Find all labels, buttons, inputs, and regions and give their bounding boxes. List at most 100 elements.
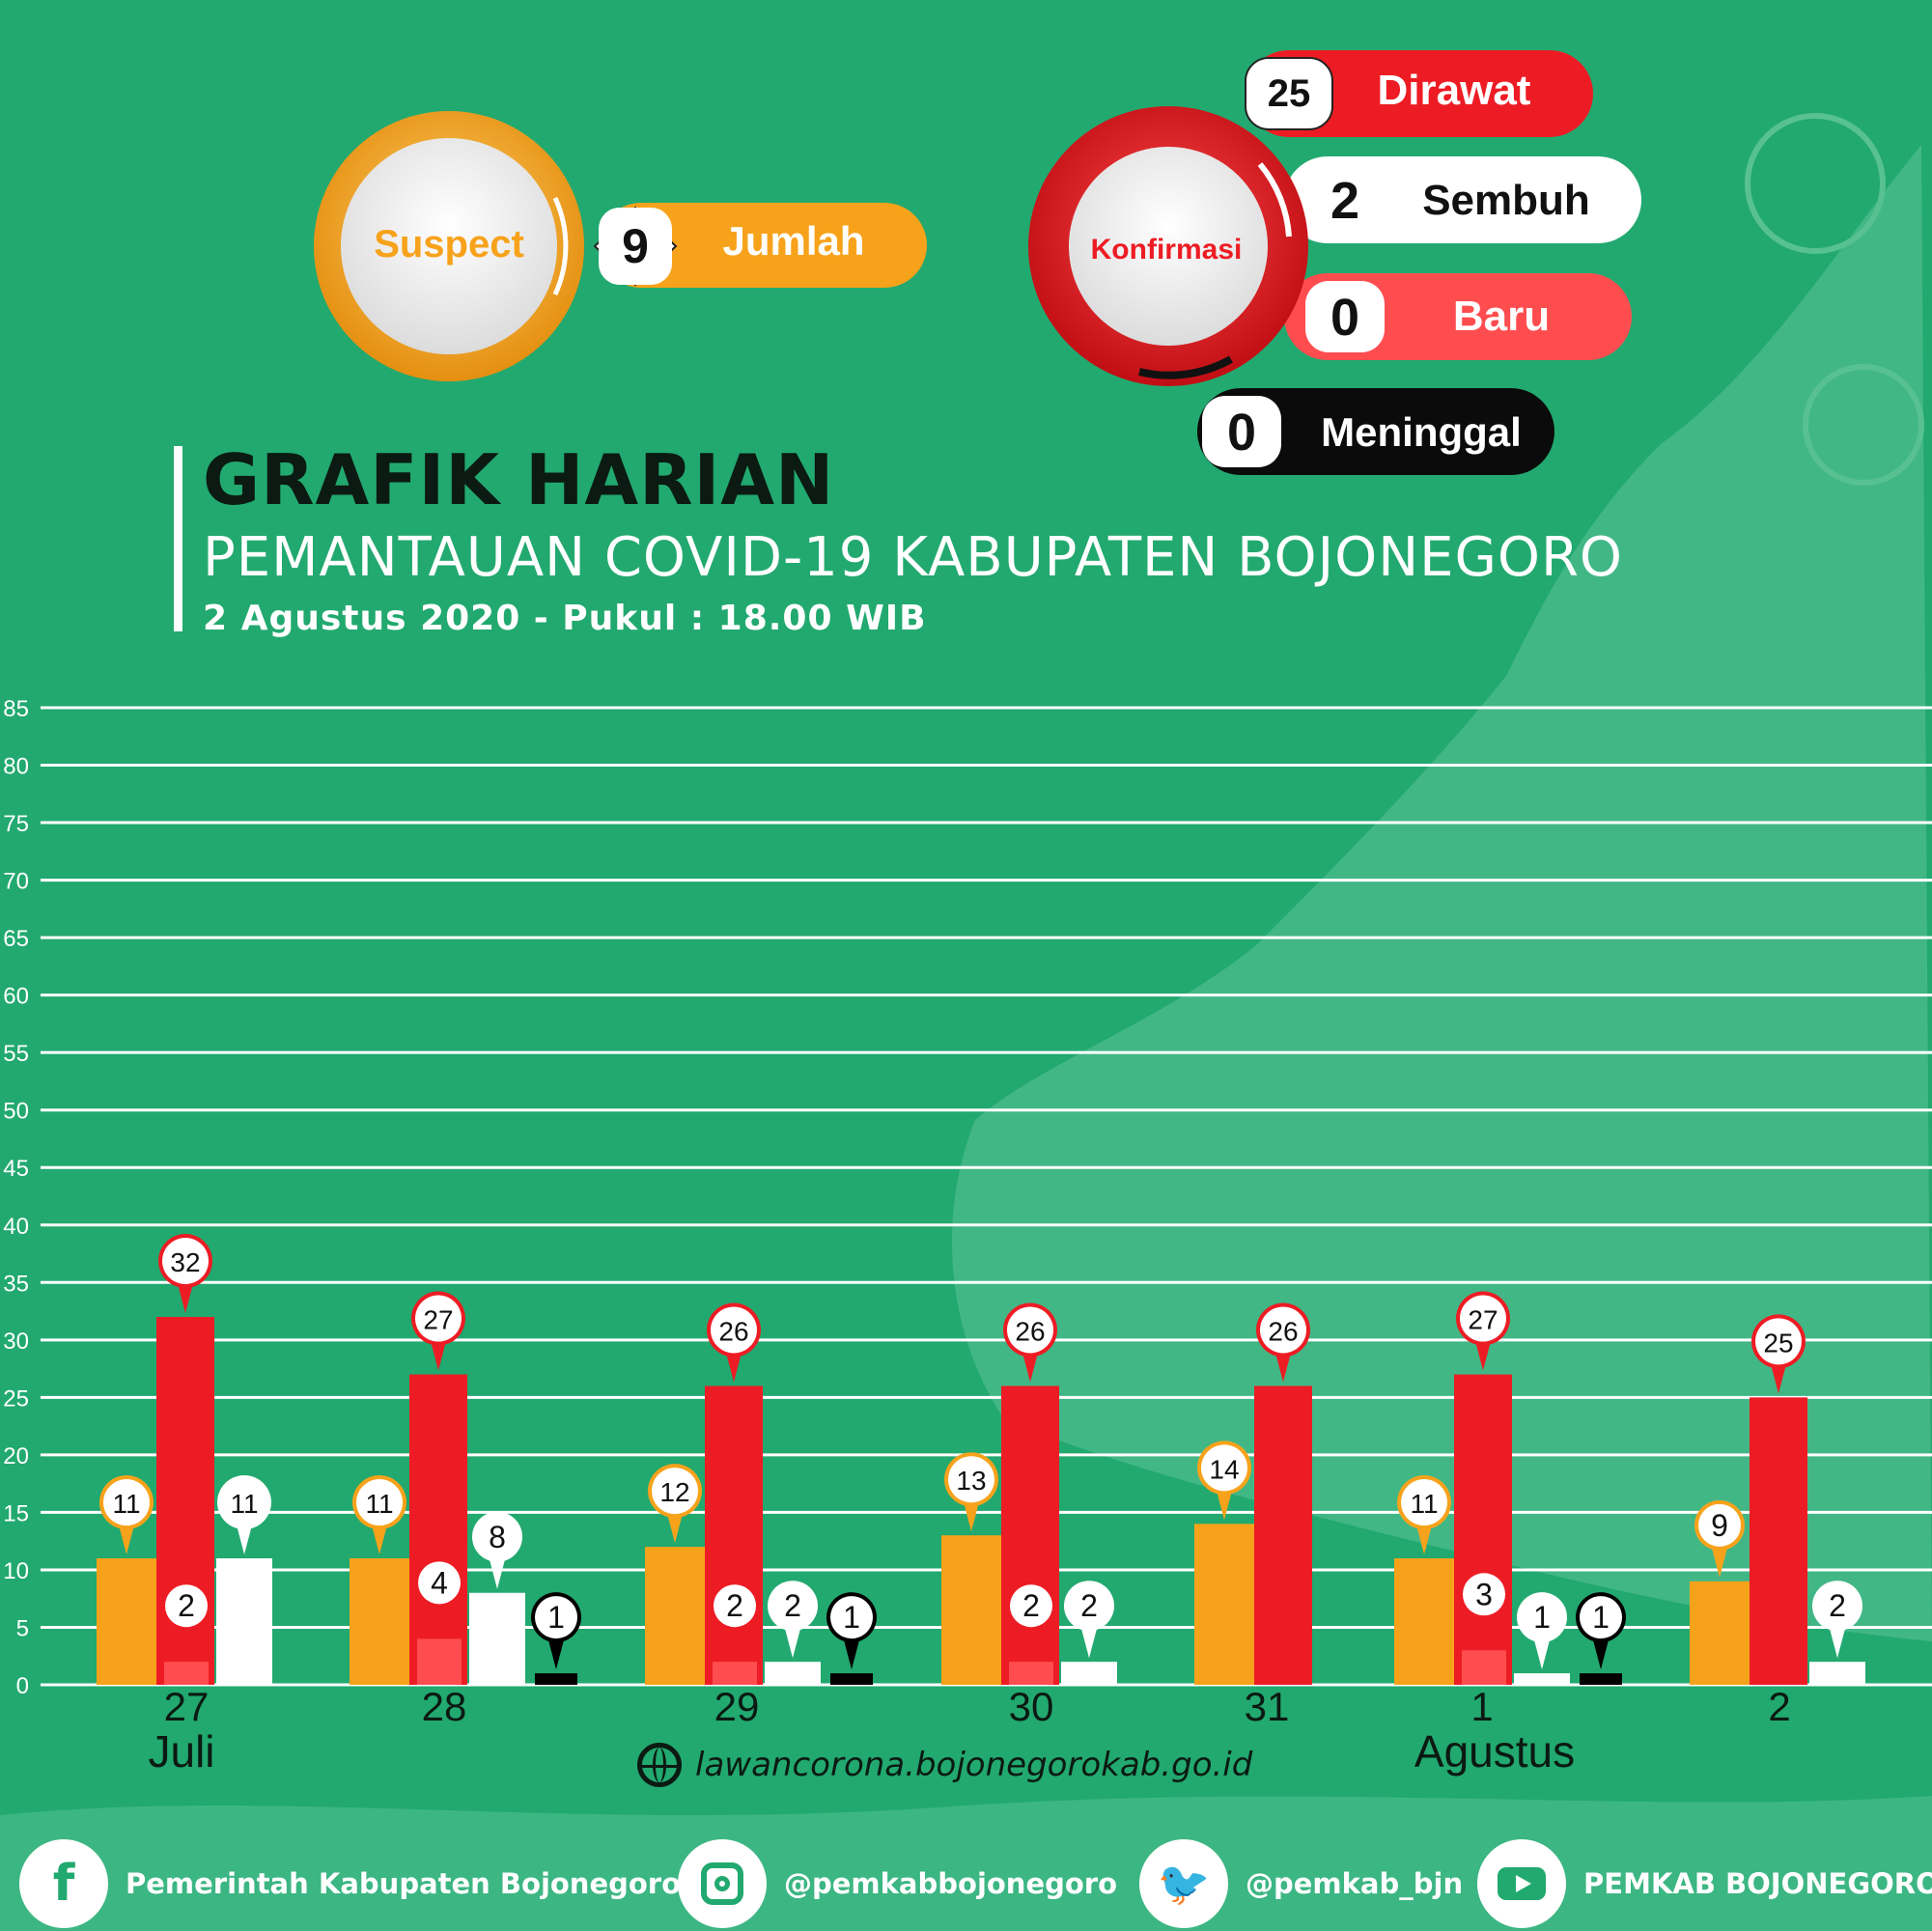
month-label: Juli — [148, 1726, 214, 1777]
data-label: 11 — [365, 1489, 393, 1519]
bar-suspect — [1394, 1558, 1454, 1685]
twitter-handle: @pemkab_bjn — [1246, 1867, 1464, 1900]
dirawat-label: Dirawat — [1378, 67, 1531, 114]
x-tick-label: 1 — [1470, 1684, 1493, 1729]
marker-disc — [418, 1561, 461, 1605]
marker-disc — [1068, 1584, 1110, 1628]
footer-facebook[interactable]: f Pemerintah Kabupaten Bojonegoro — [19, 1839, 681, 1928]
bar-suspect — [1690, 1581, 1750, 1685]
bar-suspect — [97, 1558, 156, 1685]
y-tick-label: 50 — [3, 1099, 29, 1125]
y-tick-label: 70 — [3, 869, 29, 895]
globe-icon — [637, 1743, 682, 1787]
data-label: 14 — [1209, 1454, 1239, 1484]
bar-suspect — [1194, 1524, 1254, 1685]
y-tick-label: 45 — [3, 1156, 29, 1182]
data-label: 13 — [956, 1466, 986, 1496]
confirmed-inner-circle — [1069, 147, 1268, 346]
marker-disc — [1260, 1306, 1306, 1354]
facebook-handle: Pemerintah Kabupaten Bojonegoro — [126, 1867, 682, 1900]
header-accent-bar — [174, 446, 182, 631]
x-tick-label: 28 — [422, 1684, 467, 1729]
marker-disc — [165, 1584, 208, 1628]
data-label: 2 — [1022, 1588, 1040, 1623]
y-tick-label: 85 — [3, 696, 29, 722]
marker-disc — [652, 1468, 698, 1515]
bar-suspect — [941, 1535, 1001, 1685]
marker-disc — [830, 1596, 873, 1639]
data-label: 9 — [1711, 1508, 1728, 1543]
y-tick-label: 60 — [3, 984, 29, 1010]
bar-baru — [1009, 1662, 1053, 1685]
bar-meninggal — [1580, 1673, 1622, 1685]
meninggal-label: Meninggal — [1321, 409, 1522, 455]
data-label: 2 — [726, 1588, 743, 1623]
chart-subtitle: PEMANTAUAN COVID-19 KABUPATEN BOJONEGORO — [203, 526, 1623, 589]
data-label: 2 — [1829, 1588, 1846, 1623]
y-tick-label: 10 — [3, 1558, 29, 1584]
data-label: 4 — [431, 1565, 448, 1600]
marker-disc — [415, 1295, 462, 1342]
marker-disc — [535, 1596, 577, 1639]
bar-dirawat — [1750, 1397, 1807, 1685]
data-label: 11 — [1410, 1489, 1438, 1519]
data-label: 26 — [718, 1316, 748, 1346]
marker-disc — [1463, 1573, 1505, 1616]
bar-meninggal — [535, 1673, 577, 1685]
data-label: 2 — [784, 1588, 801, 1623]
map-silhouette — [952, 145, 1932, 1641]
suspect-inner-circle — [341, 138, 557, 354]
y-tick-label: 25 — [3, 1385, 29, 1412]
footer-youtube[interactable]: PEMKAB BOJONEGORO — [1477, 1839, 1932, 1928]
data-label: 27 — [1468, 1305, 1498, 1335]
baru-label: Baru — [1453, 293, 1550, 340]
bar-sembuh — [216, 1558, 272, 1685]
chart-date: 2 Agustus 2020 - Pukul : 18.00 WIB — [203, 599, 927, 638]
data-label: 1 — [843, 1600, 860, 1635]
dirawat-pill — [1246, 50, 1593, 137]
twitter-icon: 🐦 — [1139, 1839, 1228, 1928]
marker-disc — [221, 1479, 267, 1526]
marker-disc — [1007, 1306, 1053, 1354]
data-label: 26 — [1015, 1316, 1045, 1346]
y-tick-label: 65 — [3, 926, 29, 952]
suspect-pill — [599, 203, 927, 288]
data-label: 8 — [489, 1520, 506, 1554]
data-label: 1 — [547, 1600, 565, 1635]
website-url: lawancorona.bojonegorokab.go.id — [695, 1746, 1253, 1784]
sembuh-label: Sembuh — [1422, 177, 1590, 224]
bar-sembuh — [469, 1592, 525, 1685]
bar-sembuh — [1809, 1662, 1865, 1685]
data-label: 2 — [1080, 1588, 1098, 1623]
meninggal-badge — [1202, 396, 1281, 467]
marker-disc — [1521, 1596, 1563, 1639]
bar-sembuh — [1061, 1662, 1117, 1685]
baru-badge — [1305, 281, 1385, 352]
marker-disc — [1460, 1295, 1506, 1342]
marker-disc — [162, 1238, 209, 1285]
instagram-icon — [678, 1839, 767, 1928]
marker-disc — [476, 1515, 518, 1558]
footer-instagram[interactable]: @pemkabbojonegoro — [678, 1839, 1117, 1928]
data-label: 32 — [170, 1247, 200, 1277]
suspect-value-label: Jumlah — [722, 218, 864, 264]
website-link[interactable]: lawancorona.bojonegorokab.go.id — [637, 1743, 1252, 1787]
chart-title: GRAFIK HARIAN — [203, 439, 835, 520]
youtube-icon — [1477, 1839, 1566, 1928]
month-label: Agustus — [1414, 1726, 1575, 1777]
footer-twitter[interactable]: 🐦 @pemkab_bjn — [1139, 1839, 1463, 1928]
marker-disc — [1010, 1584, 1052, 1628]
marker-disc — [103, 1479, 150, 1526]
bar-suspect — [350, 1558, 409, 1685]
data-label: 11 — [230, 1489, 258, 1519]
sembuh-badge — [1305, 164, 1385, 236]
bar-meninggal — [830, 1673, 873, 1685]
bar-dirawat — [1254, 1385, 1312, 1685]
data-label: 25 — [1763, 1328, 1793, 1357]
y-tick-label: 30 — [3, 1329, 29, 1355]
marker-disc — [1401, 1479, 1447, 1526]
marker-disc — [711, 1306, 757, 1354]
bar-suspect — [645, 1547, 705, 1685]
virus-icon — [1745, 113, 1924, 486]
